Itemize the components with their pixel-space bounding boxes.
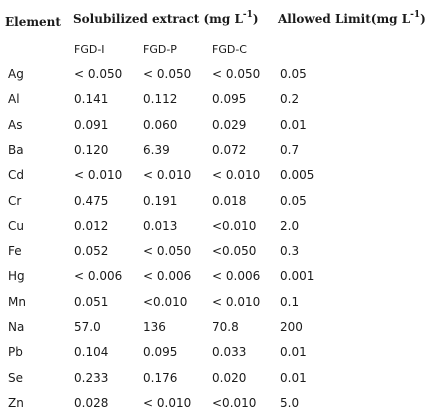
fgd-p-value: < 0.050 [143,244,192,259]
fgd-i-value: 0.052 [74,244,109,259]
allowed-limit-value: 0.01 [280,117,307,132]
allowed-limit-header-exponent: -1 [410,10,421,20]
table-row: As 0.091 0.060 0.029 0.01 [0,117,446,142]
table-row: Ag < 0.050 < 0.050 < 0.050 0.05 [0,66,446,91]
element-cell: As [8,117,23,132]
allowed-limit-value: 0.3 [280,244,300,259]
table-row: Cd < 0.010 < 0.010 < 0.010 0.005 [0,167,446,192]
element-cell: Cu [8,218,24,233]
table-row: Zn 0.028 < 0.010 <0.010 5.0 [0,395,446,420]
allowed-limit-value: 0.001 [280,269,315,284]
solubilized-extract-header: Solubilized extract (mg L-1) [73,11,259,27]
fgd-c-value: <0.010 [212,395,257,410]
allowed-limit-value: 5.0 [280,395,300,410]
allowed-limit-value: 0.01 [280,345,307,360]
element-cell: Ba [8,142,24,157]
fgd-i-value: 0.091 [74,117,109,132]
fgd-i-value: < 0.050 [74,67,123,81]
fgd-c-value: 0.095 [212,92,247,107]
fgd-c-value: < 0.050 [212,67,261,81]
fgd-p-value: < 0.010 [143,168,192,183]
allowed-limit-value: 2.0 [280,218,300,233]
table-row: Na 57.0 136 70.8 200 [0,319,446,344]
fgd-i-value: < 0.010 [74,168,123,183]
fgd-p-value: < 0.006 [143,269,192,284]
fgd-c-value: < 0.006 [212,269,261,284]
allowed-limit-value: 0.2 [280,92,300,107]
fgd-i-value: 57.0 [74,320,101,334]
fgd-i-value: 0.141 [74,92,109,107]
fgd-c-value: 0.018 [212,193,247,208]
solubilized-header-exponent: -1 [242,10,253,20]
solubilized-header-close: ) [252,12,259,26]
subheader-fgd-i: FGD-I [74,43,105,56]
table-row: Ba 0.120 6.39 0.072 0.7 [0,142,446,167]
element-cell: Fe [8,244,22,259]
fgd-p-value: 6.39 [143,142,170,157]
subheader-fgd-c: FGD-C [212,43,247,56]
table-row: Hg < 0.006 < 0.006 < 0.006 0.001 [0,268,446,293]
fgd-i-value: 0.120 [74,142,109,157]
element-cell: Al [8,92,20,107]
fgd-c-value: 70.8 [212,320,239,334]
allowed-limit-value: 200 [280,320,303,334]
allowed-limit-value: 0.005 [280,168,315,183]
element-cell: Zn [8,395,24,410]
allowed-limit-value: 0.7 [280,142,300,157]
fgd-i-value: 0.233 [74,370,109,385]
fgd-p-value: 136 [143,320,166,334]
fgd-i-value: < 0.006 [74,269,123,284]
element-cell: Pb [8,345,23,360]
allowed-limit-value: 0.05 [280,193,307,208]
table-row: Mn 0.051 <0.010 < 0.010 0.1 [0,294,446,319]
element-cell: Hg [8,269,25,284]
element-cell: Cd [8,168,24,183]
allowed-limit-value: 0.05 [280,67,307,81]
fgd-p-value: 0.095 [143,345,178,360]
fgd-c-value: < 0.010 [212,294,261,309]
fgd-p-value: 0.176 [143,370,178,385]
solubilized-header-text: Solubilized extract (mg L [73,12,243,26]
fgd-i-value: 0.051 [74,294,109,309]
allowed-limit-header-close: ) [420,12,426,26]
allowed-limit-value: 0.01 [280,370,307,385]
subheader-fgd-p: FGD-P [143,43,177,56]
fgd-i-value: 0.012 [74,218,109,233]
fgd-p-value: 0.013 [143,218,178,233]
element-column-header: Element [5,15,61,29]
fgd-p-value: 0.112 [143,92,178,107]
fgd-p-value: 0.191 [143,193,178,208]
fgd-c-value: 0.033 [212,345,247,360]
fgd-c-value: 0.020 [212,370,247,385]
fgd-p-value: < 0.050 [143,67,192,81]
fgd-c-value: < 0.010 [212,168,261,183]
table-row: Se 0.233 0.176 0.020 0.01 [0,370,446,395]
table-row: Al 0.141 0.112 0.095 0.2 [0,91,446,116]
fgd-c-value: 0.072 [212,142,247,157]
table-row: Fe 0.052 < 0.050 <0.050 0.3 [0,243,446,268]
fgd-p-value: < 0.010 [143,395,192,410]
allowed-limit-value: 0.1 [280,294,300,309]
table-row: Pb 0.104 0.095 0.033 0.01 [0,344,446,369]
element-cell: Na [8,320,25,334]
fgd-i-value: 0.475 [74,193,109,208]
table-row: Cr 0.475 0.191 0.018 0.05 [0,193,446,218]
fgd-i-value: 0.104 [74,345,109,360]
table-row: Cu 0.012 0.013 <0.010 2.0 [0,218,446,243]
allowed-limit-header-text: Allowed Limit(mg L [278,12,411,26]
allowed-limit-header: Allowed Limit(mg L-1) [278,11,426,27]
fgd-i-value: 0.028 [74,395,109,410]
fgd-c-value: <0.010 [212,218,257,233]
fgd-c-value: 0.029 [212,117,247,132]
fgd-c-value: <0.050 [212,244,257,259]
element-cell: Ag [8,67,24,81]
element-cell: Mn [8,294,26,309]
element-cell: Se [8,370,23,385]
fgd-p-value: <0.010 [143,294,188,309]
element-cell: Cr [8,193,22,208]
fgd-p-value: 0.060 [143,117,178,132]
